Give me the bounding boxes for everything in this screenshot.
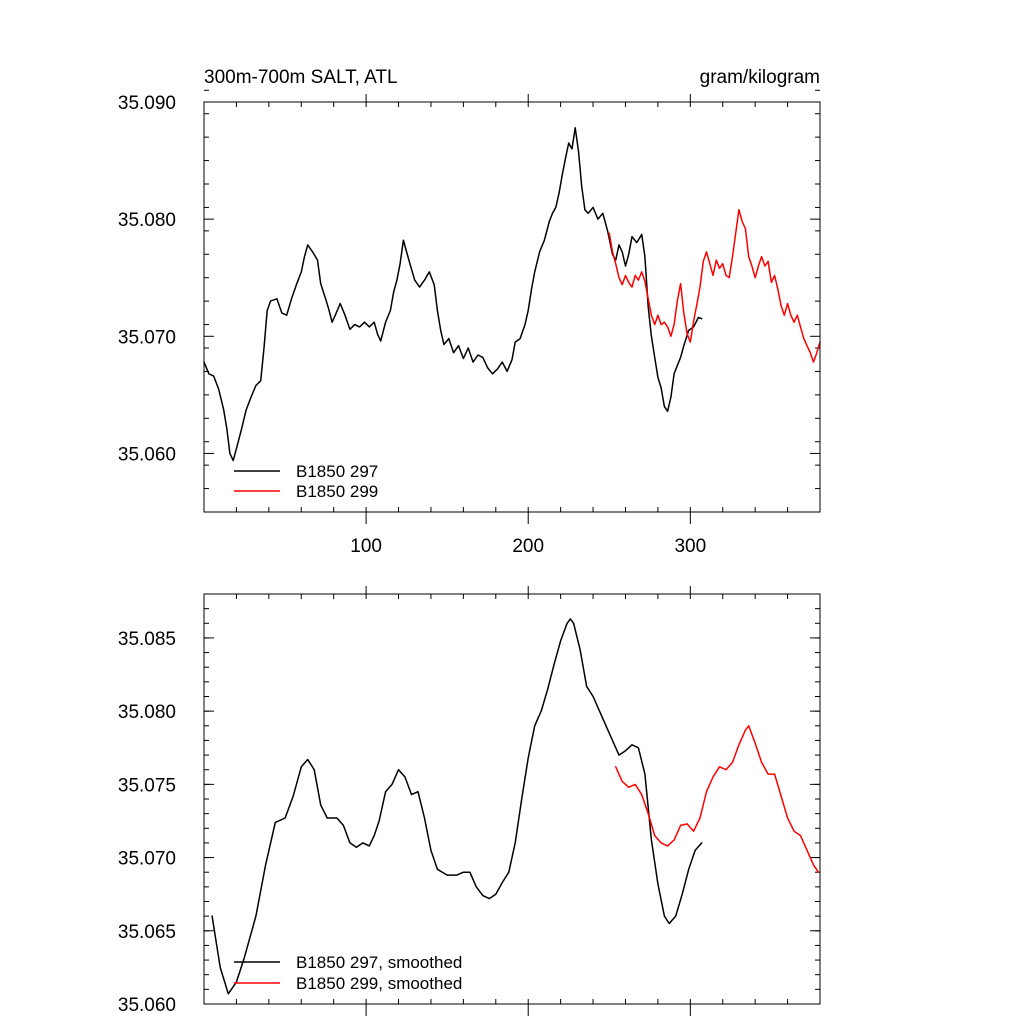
legend-label-b1850-299-smoothed: B1850 299, smoothed <box>296 974 462 993</box>
top-plot-frame <box>203 101 821 513</box>
top-y-tick-label: 35.070 <box>118 327 176 348</box>
legend-label-b1850-297: B1850 297 <box>296 462 378 481</box>
top-series-line-b1850-299 <box>608 209 821 363</box>
legend-label-b1850-297-smoothed: B1850 297, smoothed <box>296 953 462 972</box>
top-x-tick-label: 300 <box>674 536 706 557</box>
bottom-y-tick-label: 35.070 <box>118 849 176 870</box>
top-series-line-b1850-297 <box>203 127 703 462</box>
bottom-panel: 35.060 35.065 35.070 35.075 35.080 35.085 B18… <box>118 586 821 1016</box>
bottom-y-tick-label: 35.075 <box>118 775 176 796</box>
bottom-axis-ticks: 35.060 35.065 35.070 35.075 35.080 35.085 <box>118 586 820 1016</box>
bottom-y-tick-label: 35.085 <box>118 629 176 650</box>
bottom-legend: B1850 297, smoothed B1850 299, smoothed <box>234 953 462 993</box>
top-y-tick-label: 35.060 <box>118 444 176 465</box>
top-x-tick-label: 200 <box>512 536 544 557</box>
top-panel: 300m-700m SALT, ATL gram/kilogram 35.060… <box>118 67 821 557</box>
top-legend: B1850 297 B1850 299 <box>234 462 378 501</box>
top-series-lines <box>203 127 821 462</box>
top-x-tick-label: 100 <box>350 536 382 557</box>
top-y-tick-label: 35.090 <box>118 93 176 114</box>
bottom-series-lines <box>211 618 820 995</box>
bottom-y-tick-label: 35.060 <box>118 995 176 1016</box>
bottom-plot-frame <box>203 593 821 1005</box>
top-axis-ticks: 35.060 35.070 35.080 35.090 100 200 300 <box>118 89 820 557</box>
bottom-y-tick-label: 35.065 <box>118 922 176 943</box>
bottom-y-tick-label: 35.080 <box>118 702 176 723</box>
chart-title: 300m-700m SALT, ATL <box>204 67 398 88</box>
bottom-series-line-b1850-299-smoothed <box>614 725 820 873</box>
units-label: gram/kilogram <box>700 67 820 88</box>
top-y-tick-label: 35.080 <box>118 210 176 231</box>
legend-label-b1850-299: B1850 299 <box>296 482 378 501</box>
bottom-series-line-b1850-297-smoothed <box>211 618 703 995</box>
